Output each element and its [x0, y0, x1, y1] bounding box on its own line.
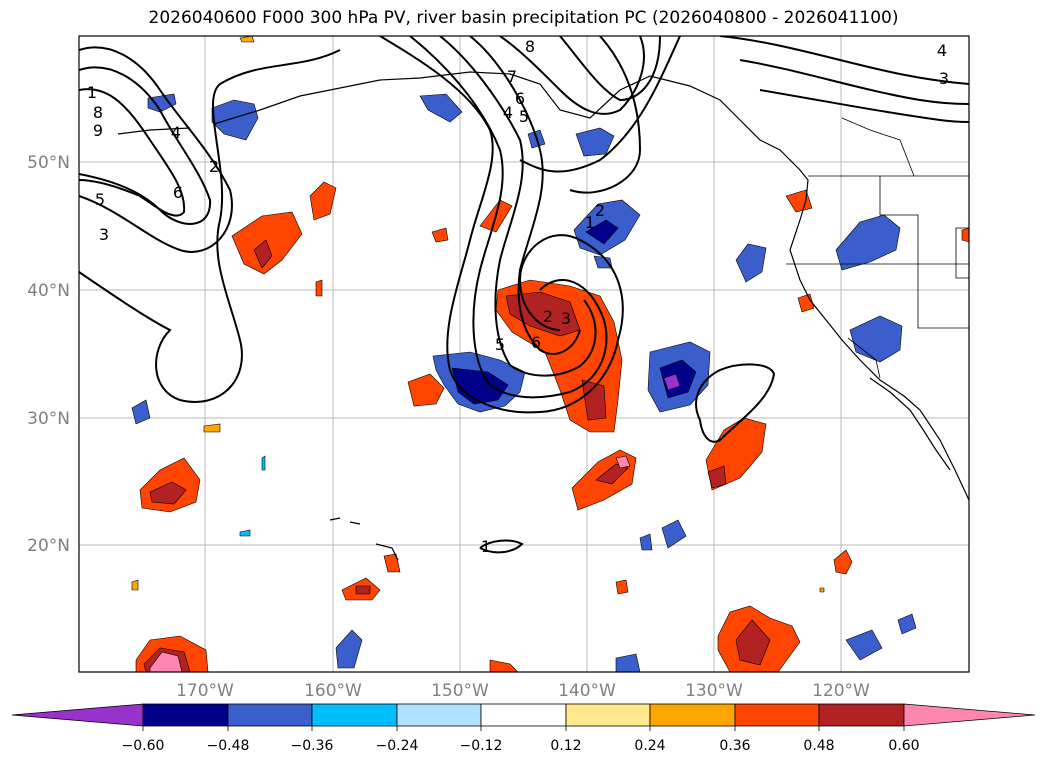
- contour-label: 1: [585, 213, 595, 232]
- lon-label: 160°W: [304, 681, 362, 701]
- lon-label: 130°W: [685, 681, 743, 701]
- neg-area-nevada: [835, 214, 901, 271]
- colorbar-tick-label: 0.48: [803, 738, 834, 754]
- colorbar-tick-label: −0.48: [207, 738, 250, 754]
- colorbar-tick-label: 0.60: [888, 738, 919, 754]
- neg-area-california: [849, 315, 903, 363]
- contour-label: 9: [93, 121, 103, 140]
- colorbar-swatch: [818, 703, 905, 727]
- colorbar-swatch: [565, 703, 651, 727]
- colorbar-swatch: [227, 703, 313, 727]
- contour-label: 5: [95, 190, 105, 209]
- colorbar-tick-label: −0.36: [291, 738, 334, 754]
- lat-label: 50°N: [27, 153, 70, 173]
- contour-label: 5: [519, 107, 529, 126]
- latitude-labels: 50°N 40°N 30°N 20°N: [27, 153, 70, 556]
- colorbar-swatch: [480, 703, 567, 727]
- map-area: [79, 36, 969, 672]
- lon-label: 170°W: [176, 681, 234, 701]
- contour-label: 3: [939, 69, 949, 88]
- precip-negative-areas: [131, 93, 917, 672]
- colorbar-tick-label: −0.60: [122, 738, 165, 754]
- contour-label: 1: [87, 83, 97, 102]
- lon-label: 150°W: [431, 681, 489, 701]
- colorbar-tick-label: −0.24: [376, 738, 419, 754]
- contour-label: 4: [937, 41, 947, 60]
- colorbar-swatch: [649, 703, 736, 727]
- contour-label: 1: [481, 537, 491, 556]
- colorbar-swatch: [311, 703, 398, 727]
- contour-label: 8: [93, 103, 103, 122]
- colorbar-tick-label: 0.12: [550, 738, 581, 754]
- coastlines: [117, 71, 969, 561]
- lat-label: 30°N: [27, 409, 70, 429]
- contour-label: 3: [561, 309, 571, 328]
- lat-label: 40°N: [27, 281, 70, 301]
- contour-label: 6: [531, 333, 541, 352]
- colorbar-extend-high: [903, 703, 1036, 727]
- longitude-labels: 170°W 160°W 150°W 140°W 130°W 120°W: [176, 681, 870, 701]
- colorbar-extend-low: [11, 703, 144, 727]
- contour-label: 8: [525, 37, 535, 56]
- map-title: 2026040600 F000 300 hPa PV, river basin …: [148, 8, 899, 28]
- colorbar-swatch: [396, 703, 482, 727]
- map-frame: [78, 35, 970, 673]
- colorbar-tick-label: 0.24: [634, 738, 665, 754]
- colorbar: [11, 703, 1036, 731]
- contour-label: 6: [515, 89, 525, 108]
- contour-label: 7: [507, 67, 517, 86]
- lat-label: 20°N: [27, 536, 70, 556]
- contour-label: 4: [503, 103, 513, 122]
- colorbar-tick-label: 0.36: [719, 738, 750, 754]
- contour-label: 2: [543, 307, 553, 326]
- contour-labels: 1 8 9 4 2 6 5 3 8 7 6 4 5 1 2 3 2 4 3 5 …: [87, 37, 949, 556]
- colorbar-tick-labels: −0.60 −0.48 −0.36 −0.24 −0.12 0.12 0.24 …: [122, 738, 920, 754]
- contour-label: 6: [173, 183, 183, 202]
- contour-label: 4: [171, 123, 181, 142]
- contour-label: 2: [595, 201, 605, 220]
- precip-positive-areas: [131, 36, 969, 672]
- contour-label: 2: [209, 157, 219, 176]
- lon-label: 140°W: [558, 681, 616, 701]
- contour-label: 3: [99, 225, 109, 244]
- colorbar-swatch: [734, 703, 820, 727]
- lon-label: 120°W: [812, 681, 870, 701]
- political-borders: [786, 117, 969, 379]
- contour-label: 5: [495, 335, 505, 354]
- pv-contours: [79, 36, 969, 554]
- colorbar-swatch: [142, 703, 229, 727]
- colorbar-tick-label: −0.12: [460, 738, 503, 754]
